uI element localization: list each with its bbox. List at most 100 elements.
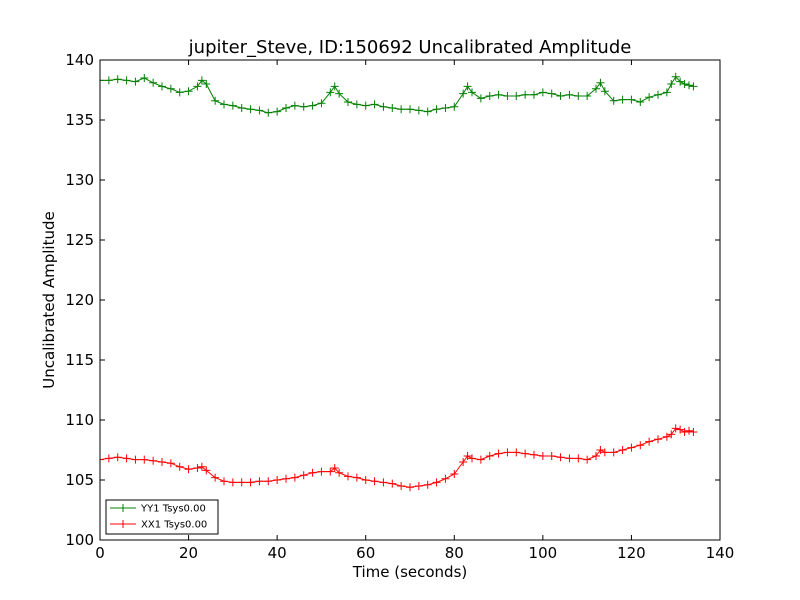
data-point <box>503 92 512 100</box>
data-point <box>547 452 556 460</box>
data-point <box>680 428 689 436</box>
data-point <box>290 473 299 482</box>
data-point <box>211 473 220 482</box>
data-point <box>485 92 494 100</box>
data-point <box>379 478 388 487</box>
x-tick-label: 120 <box>617 544 646 562</box>
data-point <box>512 92 521 100</box>
legend: YY1 Tsys0.00 XX1 Tsys0.00 <box>105 499 219 535</box>
x-tick-label: 140 <box>706 544 735 562</box>
data-point <box>463 452 472 460</box>
x-tick-label: 100 <box>529 544 558 562</box>
data-point <box>308 101 317 110</box>
data-point <box>237 104 246 112</box>
data-point <box>255 106 264 115</box>
data-point <box>202 466 211 475</box>
data-point <box>530 450 538 459</box>
data-point <box>220 100 228 109</box>
data-point <box>158 458 166 466</box>
data-point <box>596 446 605 454</box>
x-tick-label: 80 <box>445 544 464 562</box>
series-1 <box>100 72 698 117</box>
data-point <box>583 92 592 100</box>
data-point <box>255 477 264 486</box>
data-point <box>685 426 693 435</box>
legend-label: XX1 Tsys0.00 <box>141 520 207 531</box>
data-point <box>645 93 654 102</box>
data-point <box>565 454 574 463</box>
data-point <box>273 107 282 116</box>
plot-area: 0 20 40 60 80 100 120 140 100 105 110 115 120 125 130 1… <box>65 51 734 562</box>
data-point <box>556 92 565 100</box>
data-point <box>636 441 645 450</box>
data-point <box>237 478 246 487</box>
legend-marker <box>119 504 127 512</box>
data-point <box>685 81 693 90</box>
x-tick-label: 40 <box>268 544 287 562</box>
data-point <box>344 472 352 481</box>
data-point <box>113 453 122 462</box>
data-point <box>100 76 104 85</box>
data-point <box>352 473 361 482</box>
data-point <box>476 94 485 103</box>
data-point <box>184 465 193 474</box>
data-point <box>220 477 228 486</box>
data-point <box>583 455 592 464</box>
data-point <box>193 464 202 472</box>
data-point <box>361 101 370 110</box>
data-point <box>397 105 406 114</box>
data-point <box>574 92 583 100</box>
y-tick-label: 120 <box>65 291 94 309</box>
data-point <box>246 478 255 487</box>
data-point <box>131 77 140 86</box>
data-point <box>423 107 432 116</box>
data-point <box>406 483 414 492</box>
y-tick-label: 100 <box>65 531 94 549</box>
data-point <box>468 88 476 97</box>
y-tick-label: 110 <box>65 411 94 429</box>
data-point <box>618 446 627 454</box>
legend-box <box>105 499 219 535</box>
data-point <box>149 456 158 465</box>
data-point <box>538 452 547 460</box>
data-point <box>432 105 441 114</box>
data-point <box>596 78 605 87</box>
data-point <box>282 474 290 483</box>
data-point <box>565 90 574 99</box>
data-point <box>463 82 472 91</box>
y-tick-label: 130 <box>65 171 94 189</box>
data-point <box>344 98 352 106</box>
data-point <box>317 467 326 476</box>
data-point <box>609 448 618 457</box>
data-point <box>175 88 184 97</box>
x-tick-label: 60 <box>356 544 375 562</box>
data-point <box>538 88 547 97</box>
data-point <box>494 90 503 99</box>
data-point <box>193 82 202 91</box>
data-point <box>441 104 450 112</box>
data-point <box>308 468 317 477</box>
data-point <box>370 477 379 486</box>
data-point <box>228 101 237 110</box>
y-axis-label: Uncalibrated Amplitude <box>40 211 58 388</box>
data-point <box>122 454 131 463</box>
data-point <box>627 95 636 104</box>
y-tick-label: 140 <box>65 51 94 69</box>
data-point <box>149 78 158 87</box>
data-point <box>609 96 618 105</box>
data-point <box>689 428 698 436</box>
data-point <box>671 72 680 81</box>
data-point <box>476 455 485 464</box>
data-point <box>485 452 494 460</box>
data-point <box>600 87 609 96</box>
data-point <box>330 464 339 472</box>
y-tick-label: 125 <box>65 231 94 249</box>
x-axis-label: Time (seconds) <box>352 563 468 581</box>
data-point <box>654 435 662 444</box>
data-point <box>175 462 184 471</box>
data-point <box>423 480 432 489</box>
data-point <box>676 425 685 434</box>
data-point <box>131 455 140 464</box>
data-point <box>459 458 468 466</box>
